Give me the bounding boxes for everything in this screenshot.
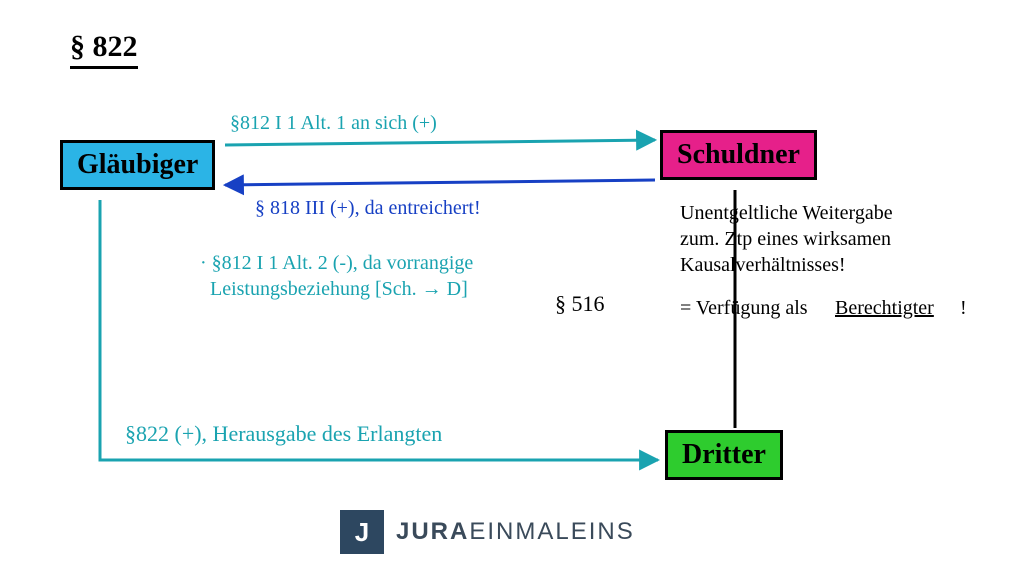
label-822-herausgabe: §822 (+), Herausgabe des Erlangten	[125, 420, 442, 449]
edge-schuldner-glaubiger	[225, 180, 655, 185]
edges-layer	[0, 0, 1024, 576]
edge-glaubiger-schuldner	[225, 140, 655, 145]
label-unentgeltlich: Unentgeltliche Weitergabe zum. Ztp eines…	[680, 200, 893, 278]
brand-logo: J JURAEINMALEINS	[340, 510, 635, 554]
diagram-title: § 822	[70, 30, 138, 69]
logo-text: JURAEINMALEINS	[396, 518, 635, 546]
diagram-canvas: § 822 Gläubiger Schuldner Dritter §812 I…	[0, 0, 1024, 576]
logo-text-light: EINMALEINS	[469, 518, 634, 545]
label-812-alt2: · §812 I 1 Alt. 2 (-), da vorrangige Lei…	[200, 250, 473, 302]
label-818: § 818 III (+), da entreichert!	[255, 195, 481, 221]
logo-icon: J	[340, 510, 384, 554]
node-dritter: Dritter	[665, 430, 783, 480]
node-glaubiger: Gläubiger	[60, 140, 215, 190]
label-berechtigter: Berechtigter	[835, 295, 934, 321]
label-verfuegung-bang: !	[960, 295, 967, 321]
label-812-alt1: §812 I 1 Alt. 1 an sich (+)	[230, 110, 437, 136]
label-verfuegung-prefix: = Verfügung als	[680, 295, 813, 321]
label-516: § 516	[555, 290, 605, 319]
node-schuldner: Schuldner	[660, 130, 817, 180]
logo-text-bold: JURA	[396, 518, 469, 545]
